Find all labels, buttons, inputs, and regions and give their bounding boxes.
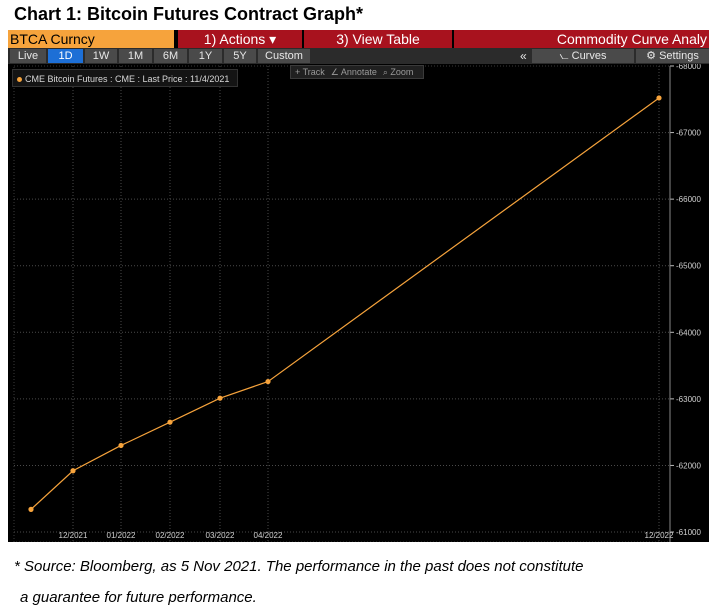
range-1d-button[interactable]: 1D xyxy=(48,49,83,63)
page-title: Chart 1: Bitcoin Futures Contract Graph* xyxy=(14,4,364,24)
range-live-button[interactable]: Live xyxy=(10,49,46,63)
series-points xyxy=(28,95,662,512)
annotate-tool[interactable]: ∠ Annotate xyxy=(330,67,377,77)
actions-button[interactable]: 1) Actions ▾ xyxy=(178,30,302,48)
view-table-button[interactable]: 3) View Table xyxy=(304,30,452,48)
legend-marker xyxy=(17,77,22,83)
x-tick-label: 03/2022 xyxy=(206,531,235,540)
data-point xyxy=(118,442,124,449)
y-tick-label: -66000 xyxy=(676,195,701,204)
x-tick-label: 04/2022 xyxy=(254,531,283,540)
curves-button[interactable]: ⦦ Curves xyxy=(532,49,634,63)
x-tick-label: 01/2022 xyxy=(107,531,136,540)
curves-label: Curves xyxy=(571,50,607,62)
data-point xyxy=(265,378,271,385)
track-tool[interactable]: + Track xyxy=(295,67,325,77)
y-tick-label: -64000 xyxy=(676,328,701,337)
legend-label: CME Bitcoin Futures : CME : Last Price :… xyxy=(25,74,230,84)
commodity-curve-analysis-label[interactable]: Commodity Curve Analy xyxy=(454,30,709,48)
collapse-icon[interactable]: « xyxy=(520,49,527,63)
chart-tools: + Track ∠ Annotate ⌕ Zoom xyxy=(290,65,425,79)
range-1w-button[interactable]: 1W xyxy=(85,49,117,63)
legend: CME Bitcoin Futures : CME : Last Price :… xyxy=(12,69,238,87)
x-tick-label: 02/2022 xyxy=(156,531,185,540)
y-tick-label: -68000 xyxy=(676,64,701,71)
curves-icon: ⦦ xyxy=(559,50,572,62)
range-1y-button[interactable]: 1Y xyxy=(189,49,222,63)
footnote-line-2: a guarantee for future performance. xyxy=(20,589,257,606)
data-point xyxy=(217,395,223,401)
ticker-field[interactable]: BTCA Curncy xyxy=(8,30,176,48)
range-1m-button[interactable]: 1M xyxy=(119,49,152,63)
function-bar: BTCA Curncy 1) Actions ▾ 3) View Table C… xyxy=(8,30,709,48)
y-tick-label: -67000 xyxy=(676,129,701,138)
data-point xyxy=(167,419,173,425)
y-tick-label: -65000 xyxy=(676,262,701,271)
range-6m-button[interactable]: 6M xyxy=(154,49,187,63)
data-point xyxy=(656,95,662,101)
bloomberg-terminal-panel: BTCA Curncy 1) Actions ▾ 3) View Table C… xyxy=(8,30,709,542)
range-toolbar: Live 1D 1W 1M 6M 1Y 5Y Custom « ⦦ Curves… xyxy=(8,48,709,64)
y-tick-label: -61000 xyxy=(676,528,701,537)
range-custom-button[interactable]: Custom xyxy=(258,49,310,63)
data-point xyxy=(70,468,76,474)
footnote-line-1: * Source: Bloomberg, as 5 Nov 2021. The … xyxy=(14,558,584,575)
y-tick-label: -63000 xyxy=(676,395,701,404)
axes: -61000 -62000 -63000 -64000 -65000 -66000 -670… xyxy=(59,64,701,542)
settings-button[interactable]: ⚙ Settings xyxy=(636,49,709,63)
y-tick-label: -62000 xyxy=(676,461,701,470)
zoom-tool[interactable]: ⌕ Zoom xyxy=(382,67,414,77)
futures-curve-chart: -61000 -62000 -63000 -64000 -65000 -66000 -670… xyxy=(8,64,709,542)
range-5y-button[interactable]: 5Y xyxy=(224,49,256,63)
x-tick-label: 12/2021 xyxy=(59,531,88,540)
chart-background xyxy=(8,64,709,542)
grid xyxy=(13,65,671,542)
x-tick-label: 12/2022 xyxy=(645,531,674,540)
data-point xyxy=(28,506,34,512)
